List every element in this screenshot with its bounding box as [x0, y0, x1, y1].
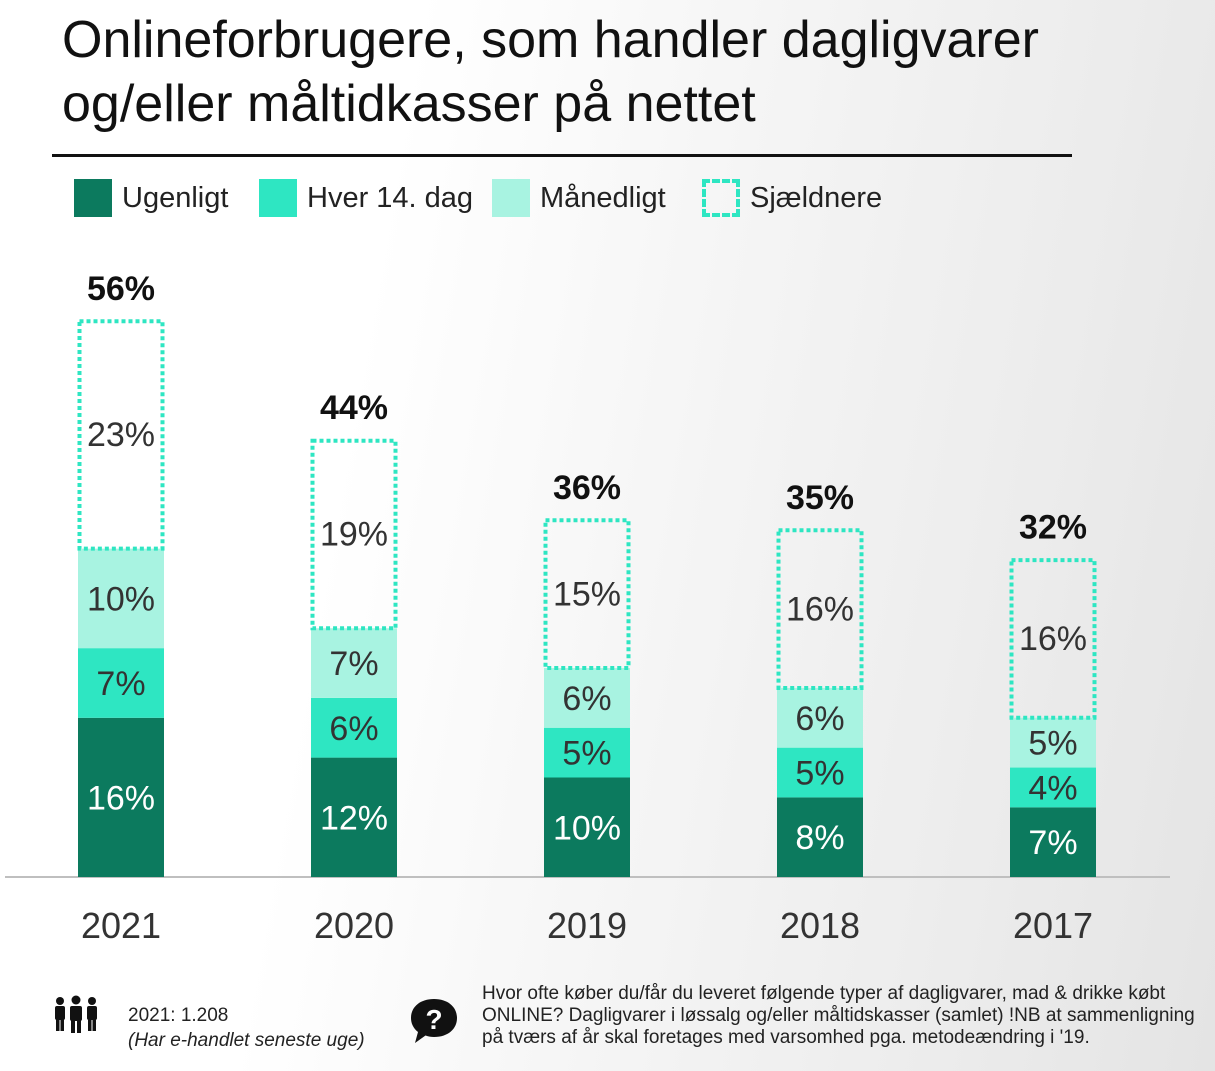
bar-segment-m-nedligt-2017 — [1010, 717, 1096, 768]
legend-swatch-ugenligt — [74, 179, 112, 217]
data-label-m-nedligt-2021: 10% — [87, 580, 155, 618]
legend-label-ugenligt: Ugenligt — [122, 181, 229, 214]
bar-segment-ugenligt-2021 — [78, 717, 164, 877]
sample-size-value: 2021: 1.208 — [128, 1005, 229, 1026]
legend-swatch-sjaeldnere — [702, 179, 740, 217]
question-icon: ? — [411, 999, 457, 1043]
data-label-sj-ldnere-2017: 16% — [1019, 620, 1087, 658]
legend-swatch-hver-14-dag — [259, 179, 297, 217]
data-label-ugenligt-2019: 10% — [553, 809, 621, 847]
legend-swatch-maanedligt — [492, 179, 530, 217]
total-label-2021: 56% — [87, 270, 155, 308]
data-label-ugenligt-2017: 7% — [1028, 824, 1077, 862]
data-label-m-nedligt-2019: 6% — [562, 680, 611, 718]
bar-segment-hver-14-dag-2021 — [78, 648, 164, 718]
bar-segment-sj-ldnere-2021 — [77, 319, 165, 551]
bar-segment-ugenligt-2020 — [311, 757, 397, 877]
bar-segment-m-nedligt-2018 — [777, 687, 863, 748]
data-label-m-nedligt-2017: 5% — [1028, 725, 1077, 763]
chart-title: Onlineforbrugere, som handler dagligvare… — [62, 8, 1162, 136]
bar-segment-sj-ldnere-2019 — [543, 518, 631, 671]
svg-text:?: ? — [425, 1004, 442, 1035]
bar-segment-ugenligt-2019 — [544, 777, 630, 877]
legend-item-sjaeldnere: Sjældnere — [702, 176, 882, 220]
data-label-hver-14-dag-2019: 5% — [562, 735, 611, 773]
category-label-2020: 2020 — [314, 905, 394, 946]
bar-segment-m-nedligt-2021 — [78, 548, 164, 649]
data-label-m-nedligt-2018: 6% — [795, 700, 844, 738]
data-label-sj-ldnere-2020: 19% — [320, 516, 388, 554]
bar-segment-m-nedligt-2019 — [544, 668, 630, 728]
category-label-2021: 2021 — [81, 905, 161, 946]
bar-segment-hver-14-dag-2019 — [544, 727, 630, 778]
legend-label-hver-14-dag: Hver 14. dag — [307, 181, 474, 214]
data-label-sj-ldnere-2019: 15% — [553, 575, 621, 613]
bar-segment-hver-14-dag-2020 — [311, 697, 397, 758]
legend-item-ugenligt: Ugenligt — [74, 176, 228, 220]
total-label-2018: 35% — [786, 479, 854, 517]
data-label-ugenligt-2020: 12% — [320, 799, 388, 837]
data-label-hver-14-dag-2021: 7% — [96, 665, 145, 703]
data-label-ugenligt-2021: 16% — [87, 779, 155, 817]
category-label-2017: 2017 — [1013, 905, 1093, 946]
bar-segment-sj-ldnere-2017 — [1009, 558, 1097, 720]
bar-segment-sj-ldnere-2020 — [310, 438, 398, 631]
legend-label-sjaeldnere: Sjældnere — [750, 181, 883, 214]
legend-item-hver-14-dag: Hver 14. dag — [259, 176, 473, 220]
chart-title-line1: Onlineforbrugere, som handler dagligvare… — [62, 11, 1039, 69]
data-label-hver-14-dag-2020: 6% — [329, 710, 378, 748]
data-label-sj-ldnere-2021: 23% — [87, 416, 155, 454]
bar-segment-ugenligt-2017 — [1010, 807, 1096, 877]
title-divider — [52, 154, 1072, 157]
total-label-2020: 44% — [320, 389, 388, 427]
legend-item-maanedligt: Månedligt — [492, 176, 666, 220]
category-label-2018: 2018 — [780, 905, 860, 946]
data-label-m-nedligt-2020: 7% — [329, 645, 378, 683]
chart-title-line2: og/eller måltidkasser på nettet — [62, 75, 756, 133]
data-label-hver-14-dag-2018: 5% — [795, 755, 844, 793]
data-label-ugenligt-2018: 8% — [795, 819, 844, 857]
stacked-bar-chart: 16% 7% 10% 23% 56% 2021 12% 6% 7% 19% 44% 2020 10% 5%… — [5, 270, 1170, 946]
bar-segment-sj-ldnere-2018 — [776, 528, 864, 690]
bar-segment-m-nedligt-2020 — [311, 628, 397, 698]
bar-segment-ugenligt-2018 — [777, 797, 863, 877]
people-icon — [55, 995, 97, 1033]
sample-size-note: (Har e-handlet seneste uge) — [128, 1030, 365, 1051]
total-label-2017: 32% — [1019, 509, 1087, 547]
total-label-2019: 36% — [553, 469, 621, 507]
data-label-sj-ldnere-2018: 16% — [786, 590, 854, 628]
bar-segment-hver-14-dag-2018 — [777, 747, 863, 798]
bar-segment-hver-14-dag-2017 — [1010, 767, 1096, 808]
survey-question: Hvor ofte køber du/får du leveret følgen… — [482, 983, 1195, 1048]
category-label-2019: 2019 — [547, 905, 627, 946]
data-label-hver-14-dag-2017: 4% — [1028, 769, 1077, 807]
sample-size: 2021: 1.208 (Har e-handlet seneste uge) — [128, 1003, 365, 1053]
legend-label-maanedligt: Månedligt — [540, 181, 666, 214]
